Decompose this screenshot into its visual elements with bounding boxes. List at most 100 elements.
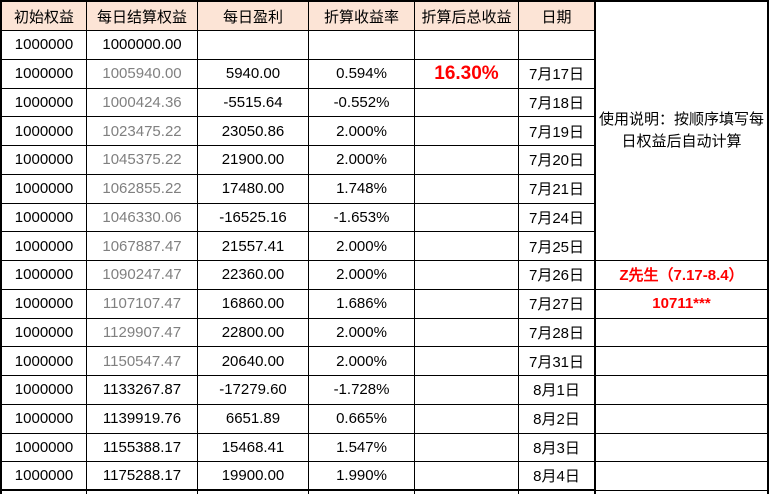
cell-initial-equity[interactable]: 1000000 xyxy=(2,117,87,146)
cell-daily-profit[interactable]: 21557.41 xyxy=(198,232,309,261)
header-daily-profit[interactable]: 每日盈利 xyxy=(198,2,309,31)
cell-initial-equity[interactable]: 1000000 xyxy=(2,318,87,348)
cell-settlement-equity[interactable]: 1005940.00 xyxy=(87,59,198,89)
cell-daily-profit[interactable]: 16860.00 xyxy=(198,289,309,319)
cell-return-rate[interactable]: 2.000% xyxy=(309,261,415,290)
cell-total-return[interactable] xyxy=(415,261,519,290)
cell-total-return[interactable] xyxy=(415,318,519,348)
cell-total-return[interactable] xyxy=(415,404,519,434)
cell-initial-equity[interactable]: 1000000 xyxy=(2,146,87,175)
cell-note[interactable] xyxy=(596,232,769,261)
cell-return-rate[interactable]: 2.000% xyxy=(309,232,415,261)
cell-total-return[interactable] xyxy=(415,117,519,146)
cell-daily-profit[interactable]: 19900.00 xyxy=(198,462,309,491)
cell-settlement-equity[interactable]: 1150547.47 xyxy=(87,347,198,376)
cell-note[interactable] xyxy=(596,174,769,204)
cell-date[interactable]: 7月28日 xyxy=(519,318,596,348)
cell-date[interactable]: 8月2日 xyxy=(519,404,596,434)
cell-daily-profit[interactable]: 20640.00 xyxy=(198,347,309,376)
cell-note[interactable] xyxy=(596,203,769,233)
cell-initial-equity[interactable]: 1000000 xyxy=(2,462,87,491)
cell-initial-equity[interactable]: 1000000 xyxy=(2,203,87,233)
cell-return-rate[interactable]: 1.990% xyxy=(309,462,415,491)
cell-settlement-equity[interactable]: 1175288.17 xyxy=(87,462,198,491)
cell-settlement-equity[interactable]: 1000424.36 xyxy=(87,88,198,118)
cell-return-rate[interactable]: 2.000% xyxy=(309,347,415,376)
cell-return-rate[interactable]: -1.653% xyxy=(309,203,415,233)
cell-total-return[interactable] xyxy=(415,232,519,261)
cell-total-return[interactable] xyxy=(415,88,519,118)
cell-total-return[interactable]: 16.30% xyxy=(415,59,519,89)
cell-return-rate[interactable]: 1.547% xyxy=(309,433,415,463)
cell-date[interactable]: 7月17日 xyxy=(519,59,596,89)
cell-total-return[interactable] xyxy=(415,174,519,204)
cell-daily-profit[interactable]: -5515.64 xyxy=(198,88,309,118)
cell-note[interactable] xyxy=(596,433,769,463)
cell-note[interactable] xyxy=(596,404,769,434)
cell-daily-profit[interactable]: 23050.86 xyxy=(198,117,309,146)
cell-daily-profit[interactable]: 17480.00 xyxy=(198,174,309,204)
cell-return-rate[interactable]: 2.000% xyxy=(309,117,415,146)
cell-note[interactable]: Z先生（7.17-8.4） xyxy=(596,261,769,290)
header-date[interactable]: 日期 xyxy=(519,2,596,31)
cell-daily-profit[interactable]: -17279.60 xyxy=(198,376,309,405)
cell-total-return[interactable] xyxy=(415,433,519,463)
cell-total-return[interactable] xyxy=(415,376,519,405)
cell-initial-equity[interactable]: 1000000 xyxy=(2,261,87,290)
cell-note[interactable] xyxy=(596,376,769,405)
cell-return-rate[interactable]: -1.728% xyxy=(309,376,415,405)
cell-date[interactable]: 7月26日 xyxy=(519,261,596,290)
cell-return-rate[interactable]: 0.594% xyxy=(309,59,415,89)
notes-column-top-cell[interactable] xyxy=(596,2,769,31)
cell-initial-equity[interactable]: 1000000 xyxy=(2,433,87,463)
cell-date[interactable] xyxy=(519,31,596,60)
cell-daily-profit[interactable]: 6651.89 xyxy=(198,404,309,434)
cell-initial-equity[interactable]: 1000000 xyxy=(2,59,87,89)
cell-settlement-equity[interactable]: 1090247.47 xyxy=(87,261,198,290)
cell-initial-equity[interactable]: 1000000 xyxy=(2,232,87,261)
cell-date[interactable]: 7月18日 xyxy=(519,88,596,118)
cell-settlement-equity[interactable]: 1139919.76 xyxy=(87,404,198,434)
cell-return-rate[interactable] xyxy=(309,31,415,60)
cell-note[interactable] xyxy=(596,462,769,491)
cell-note[interactable] xyxy=(596,318,769,348)
cell-date[interactable]: 7月25日 xyxy=(519,232,596,261)
cell-settlement-equity[interactable]: 1045375.22 xyxy=(87,146,198,175)
cell-total-return[interactable] xyxy=(415,462,519,491)
cell-total-return[interactable] xyxy=(415,146,519,175)
header-converted-return-rate[interactable]: 折算收益率 xyxy=(309,2,415,31)
cell-return-rate[interactable]: 2.000% xyxy=(309,318,415,348)
cell-date[interactable]: 7月31日 xyxy=(519,347,596,376)
cell-date[interactable]: 8月3日 xyxy=(519,433,596,463)
cell-initial-equity[interactable]: 1000000 xyxy=(2,347,87,376)
cell-total-return[interactable] xyxy=(415,289,519,319)
cell-date[interactable]: 7月20日 xyxy=(519,146,596,175)
cell-daily-profit[interactable]: -16525.16 xyxy=(198,203,309,233)
cell-total-return[interactable] xyxy=(415,347,519,376)
cell-settlement-equity[interactable]: 1046330.06 xyxy=(87,203,198,233)
cell-note[interactable] xyxy=(596,117,769,146)
cell-initial-equity[interactable]: 1000000 xyxy=(2,88,87,118)
cell-settlement-equity[interactable]: 1133267.87 xyxy=(87,376,198,405)
cell-date[interactable]: 7月27日 xyxy=(519,289,596,319)
cell-settlement-equity[interactable]: 1129907.47 xyxy=(87,318,198,348)
cell-total-return[interactable] xyxy=(415,31,519,60)
cell-return-rate[interactable]: 1.748% xyxy=(309,174,415,204)
cell-settlement-equity[interactable]: 1155388.17 xyxy=(87,433,198,463)
cell-daily-profit[interactable]: 15468.41 xyxy=(198,433,309,463)
cell-note[interactable] xyxy=(596,347,769,376)
cell-note[interactable] xyxy=(596,31,769,60)
cell-date[interactable]: 7月19日 xyxy=(519,117,596,146)
cell-note[interactable] xyxy=(596,59,769,89)
cell-initial-equity[interactable]: 1000000 xyxy=(2,376,87,405)
cell-date[interactable]: 8月1日 xyxy=(519,376,596,405)
header-initial-equity[interactable]: 初始权益 xyxy=(2,2,87,31)
cell-initial-equity[interactable]: 1000000 xyxy=(2,174,87,204)
cell-daily-profit[interactable]: 22360.00 xyxy=(198,261,309,290)
header-daily-settlement-equity[interactable]: 每日结算权益 xyxy=(87,2,198,31)
cell-note[interactable] xyxy=(596,88,769,118)
cell-return-rate[interactable]: 1.686% xyxy=(309,289,415,319)
cell-initial-equity[interactable]: 1000000 xyxy=(2,31,87,60)
cell-daily-profit[interactable]: 22800.00 xyxy=(198,318,309,348)
cell-settlement-equity[interactable]: 1067887.47 xyxy=(87,232,198,261)
